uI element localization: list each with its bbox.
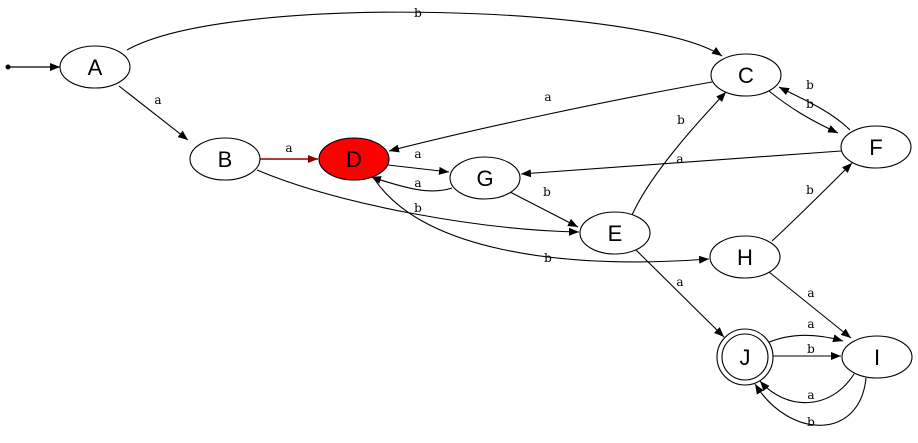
state-b: B	[189, 137, 261, 181]
transition-label: b	[543, 185, 551, 199]
states-layer: A B C D E F G H I J	[59, 45, 913, 386]
transition-label: a	[414, 176, 421, 190]
start-dot	[5, 64, 11, 70]
transition-label: a	[544, 90, 551, 104]
transition-f-g-a: a	[520, 150, 842, 178]
transition-label: b	[807, 415, 815, 429]
state-h: H	[709, 235, 781, 279]
transition-arrow	[372, 176, 710, 264]
state-circle	[189, 137, 261, 181]
transition-h-f-b: b	[771, 162, 853, 242]
transition-arrow	[256, 169, 580, 236]
transition-label: b	[414, 6, 422, 20]
state-circle	[721, 333, 769, 381]
state-circle	[710, 53, 782, 97]
state-e: E	[579, 211, 651, 255]
state-label: D	[346, 147, 362, 172]
transition-i-j-b: b	[754, 377, 867, 429]
state-g: G	[449, 156, 521, 200]
transition-arrow	[118, 85, 189, 141]
state-label: G	[476, 166, 493, 191]
state-c: C	[710, 53, 782, 97]
transition-a-c-b: b	[126, 6, 723, 57]
transition-arrow	[388, 81, 713, 153]
state-label: I	[874, 345, 880, 370]
transition-j-i-b: b	[773, 342, 841, 360]
transition-b-d-a: a	[260, 141, 318, 163]
transition-arrow	[778, 86, 851, 131]
transition-label: b	[414, 201, 422, 215]
state-d: D	[318, 137, 390, 181]
transition-e-c-b: b	[631, 91, 727, 216]
state-circle	[840, 125, 912, 169]
state-circle	[449, 156, 521, 200]
transition-label: b	[806, 183, 814, 197]
transition-arrow	[754, 377, 867, 426]
transition-b-e-b: b	[256, 169, 580, 236]
transition-label: a	[807, 317, 814, 331]
transition-h-i-a: a	[768, 271, 852, 339]
transition-arrow	[520, 150, 842, 178]
state-circle	[709, 235, 781, 279]
transition-label: b	[544, 251, 552, 265]
transition-label: a	[807, 286, 814, 300]
transition-arrow	[387, 164, 450, 175]
state-circle	[579, 211, 651, 255]
state-label: B	[218, 147, 233, 172]
transition-label: b	[806, 97, 814, 111]
transition-d-h-b: b	[372, 176, 710, 265]
transition-arrow	[631, 91, 727, 216]
transition-label: a	[414, 147, 421, 161]
transition-a-b-a: a	[118, 85, 189, 141]
transition-label: b	[807, 342, 815, 356]
state-label: C	[738, 63, 754, 88]
transition-g-d-a: a	[370, 176, 453, 192]
transition-arrow	[768, 271, 852, 339]
transition-label: a	[676, 275, 683, 289]
state-f: F	[840, 125, 912, 169]
state-j: J	[716, 328, 774, 386]
transition-arrow	[759, 373, 855, 404]
transition-arrow	[509, 191, 579, 228]
transition-arrow	[635, 249, 725, 338]
transition-c-d-a: a	[388, 81, 713, 153]
transition-label: a	[154, 93, 161, 107]
transition-f-c-b: b	[778, 78, 851, 131]
state-circle	[841, 335, 913, 379]
transition-arrow	[370, 176, 453, 192]
state-label: E	[608, 221, 623, 246]
transition-label: a	[807, 388, 814, 402]
state-label: A	[88, 55, 103, 80]
transition-g-e-b: b	[509, 185, 579, 228]
state-label: H	[737, 245, 753, 270]
state-i: I	[841, 335, 913, 379]
transition-d-g-a: a	[387, 147, 450, 175]
transition-arrow	[126, 11, 723, 57]
transition-arrow	[766, 334, 844, 344]
transition-j-i-a: a	[766, 317, 844, 344]
transition-e-j-a: a	[635, 249, 725, 338]
state-a: A	[59, 45, 131, 89]
transition-label: b	[806, 78, 814, 92]
transition-arrow	[771, 162, 853, 242]
start-arrow	[5, 63, 60, 71]
state-circle	[318, 137, 390, 181]
transition-label: a	[285, 141, 292, 155]
transition-label: a	[676, 152, 683, 166]
state-label: J	[740, 345, 751, 370]
transition-c-f-b: b	[768, 90, 839, 134]
transition-label: b	[677, 113, 685, 127]
state-circle	[59, 45, 131, 89]
state-label: F	[869, 135, 882, 160]
transition-i-j-a: a	[759, 373, 855, 404]
transition-arrow	[768, 90, 839, 134]
